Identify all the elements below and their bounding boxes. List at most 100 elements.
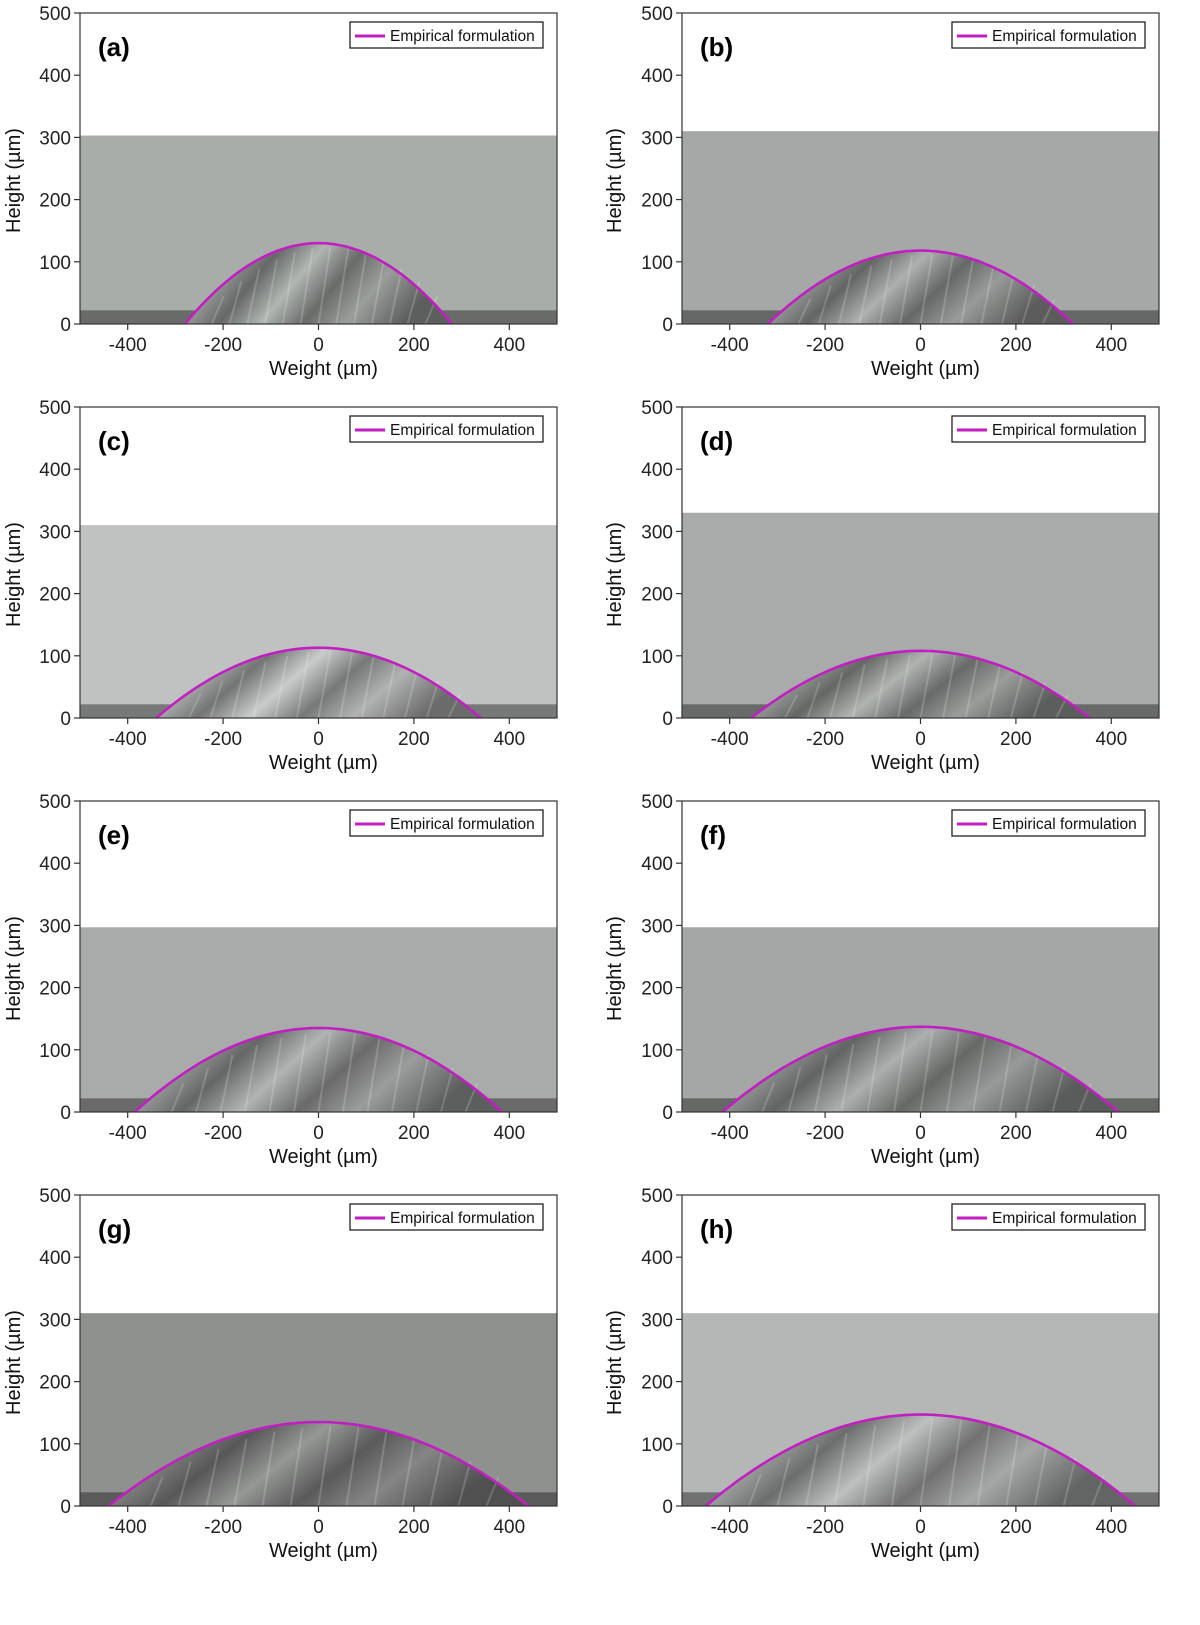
surface-striation (972, 1036, 987, 1112)
y-tick-label: 500 (641, 4, 673, 25)
chart-panel: 0 100 200 300 400 500 -400 -200 0 200 400 Weight (µ… (600, 394, 1200, 800)
panel-label: (e) (98, 820, 130, 850)
track-cross-section (108, 1422, 529, 1506)
y-tick-label: 400 (641, 1248, 673, 1269)
surface-striation (776, 1457, 791, 1506)
surface-striation (170, 1082, 185, 1112)
x-axis-title: Weight (µm) (269, 1146, 378, 1168)
y-axis-title: Height (µm) (604, 1310, 626, 1415)
x-tick-label: 200 (398, 729, 430, 750)
x-tick-label: 200 (398, 335, 430, 356)
surface-striation (919, 653, 934, 718)
legend-label: Empirical formulation (992, 1210, 1137, 1227)
surface-striation (295, 652, 310, 718)
surface-striation (360, 655, 375, 718)
y-tick-label: 0 (662, 1103, 673, 1124)
surface-striation (281, 252, 296, 324)
x-tick-label: 0 (313, 729, 324, 750)
empirical-formulation-curve (107, 1420, 530, 1506)
x-tick-label: 400 (1095, 1123, 1127, 1144)
x-tick-label: 200 (398, 1123, 430, 1144)
surface-striation (805, 1443, 819, 1506)
chart-panel: 0 100 200 300 400 500 -400 -200 0 200 400 Weight (µ… (0, 1182, 600, 1588)
x-tick-label: 200 (1000, 729, 1032, 750)
y-tick-label: 100 (641, 1041, 673, 1062)
x-tick-label: -400 (711, 1517, 749, 1538)
y-tick-label: 400 (39, 66, 71, 87)
x-tick-label: -400 (109, 1123, 147, 1144)
y-tick-label: 100 (641, 647, 673, 668)
surface-striation (341, 1033, 356, 1112)
y-tick-label: 300 (39, 522, 71, 543)
empirical-formulation-curve (767, 249, 1074, 324)
surface-striation (252, 661, 267, 718)
surface-striation (878, 259, 893, 324)
surface-striation (299, 248, 314, 324)
x-axis-title: Weight (µm) (269, 752, 378, 774)
x-axis-title: Weight (µm) (871, 752, 980, 774)
y-tick-label: 500 (641, 1186, 673, 1207)
x-axis-title: Weight (µm) (269, 358, 378, 380)
empirical-formulation-curve (704, 1413, 1136, 1506)
y-tick-label: 200 (39, 585, 71, 606)
surface-striation (1051, 1066, 1066, 1112)
legend-box (951, 1203, 1146, 1231)
surface-striation (998, 1043, 1013, 1112)
surface-striation (1062, 1457, 1077, 1506)
y-tick-label: 400 (641, 66, 673, 87)
surface-striation (415, 1054, 430, 1112)
surface-striation (874, 658, 889, 718)
y-axis-title: Height (µm) (3, 1310, 25, 1415)
surface-striation (964, 658, 979, 718)
surface-striation (829, 672, 844, 718)
panel-label: (c) (98, 426, 130, 456)
y-tick-label: 0 (60, 1497, 71, 1518)
y-tick-label: 400 (641, 460, 673, 481)
surface-striation (261, 1431, 276, 1506)
y-tick-label: 200 (39, 1373, 71, 1394)
surface-striation (1033, 1443, 1048, 1506)
surface-striation (289, 1427, 304, 1506)
y-tick-label: 500 (39, 792, 71, 813)
surface-striation (833, 1432, 848, 1506)
surface-striation (1041, 298, 1056, 324)
chart-panel: 0 100 200 300 400 500 -400 -200 0 200 400 Weight (µ… (0, 394, 600, 800)
surface-striation (945, 1032, 960, 1112)
y-axis-title: Height (µm) (604, 522, 626, 627)
y-tick-label: 0 (60, 709, 71, 730)
empirical-formulation-curve (134, 1026, 503, 1112)
surface-striation (893, 1032, 908, 1112)
surface-striation (987, 664, 1002, 718)
y-tick-label: 0 (60, 1103, 71, 1124)
y-tick-label: 400 (39, 1248, 71, 1269)
surface-striation (246, 268, 261, 324)
y-tick-label: 300 (39, 128, 71, 149)
x-axis-title: Weight (µm) (871, 358, 980, 380)
surface-striation (1032, 682, 1047, 718)
x-tick-label: -200 (806, 1123, 844, 1144)
surface-striation (787, 1066, 802, 1112)
empirical-formulation-curve (721, 1025, 1120, 1112)
surface-striation (317, 1426, 332, 1506)
y-tick-label: 200 (641, 1373, 673, 1394)
surface-striation (317, 1032, 332, 1112)
y-tick-label: 300 (641, 128, 673, 149)
legend-label: Empirical formulation (992, 28, 1137, 45)
x-tick-label: -400 (711, 335, 749, 356)
panel-label: (b) (700, 32, 733, 62)
chart-panel: 0 100 200 300 400 500 -400 -200 0 200 400 Weight (µ… (0, 0, 600, 406)
surface-striation (264, 259, 278, 324)
y-tick-label: 200 (641, 191, 673, 212)
y-tick-label: 300 (641, 522, 673, 543)
x-tick-label: -400 (711, 1123, 749, 1144)
y-tick-label: 0 (662, 315, 673, 336)
surface-striation (244, 1044, 258, 1112)
y-tick-label: 200 (641, 979, 673, 1000)
surface-striation (339, 652, 354, 718)
surface-striation (274, 655, 289, 718)
y-tick-label: 200 (641, 585, 673, 606)
surface-striation (1000, 273, 1015, 324)
empirical-formulation-curve (183, 241, 454, 324)
surface-striation (205, 1448, 220, 1506)
x-axis-title: Weight (µm) (269, 1540, 378, 1562)
